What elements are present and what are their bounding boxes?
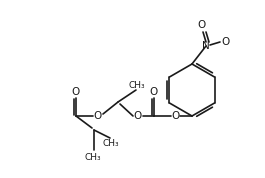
Text: O: O — [221, 37, 229, 47]
Text: CH₃: CH₃ — [129, 80, 145, 90]
Text: O: O — [71, 87, 79, 97]
Text: O: O — [172, 111, 180, 121]
Text: N: N — [202, 41, 210, 51]
Text: O: O — [94, 111, 102, 121]
Text: O: O — [134, 111, 142, 121]
Text: CH₃: CH₃ — [103, 140, 119, 148]
Text: O: O — [150, 87, 158, 97]
Text: CH₃: CH₃ — [85, 153, 101, 161]
Text: O: O — [198, 20, 206, 30]
